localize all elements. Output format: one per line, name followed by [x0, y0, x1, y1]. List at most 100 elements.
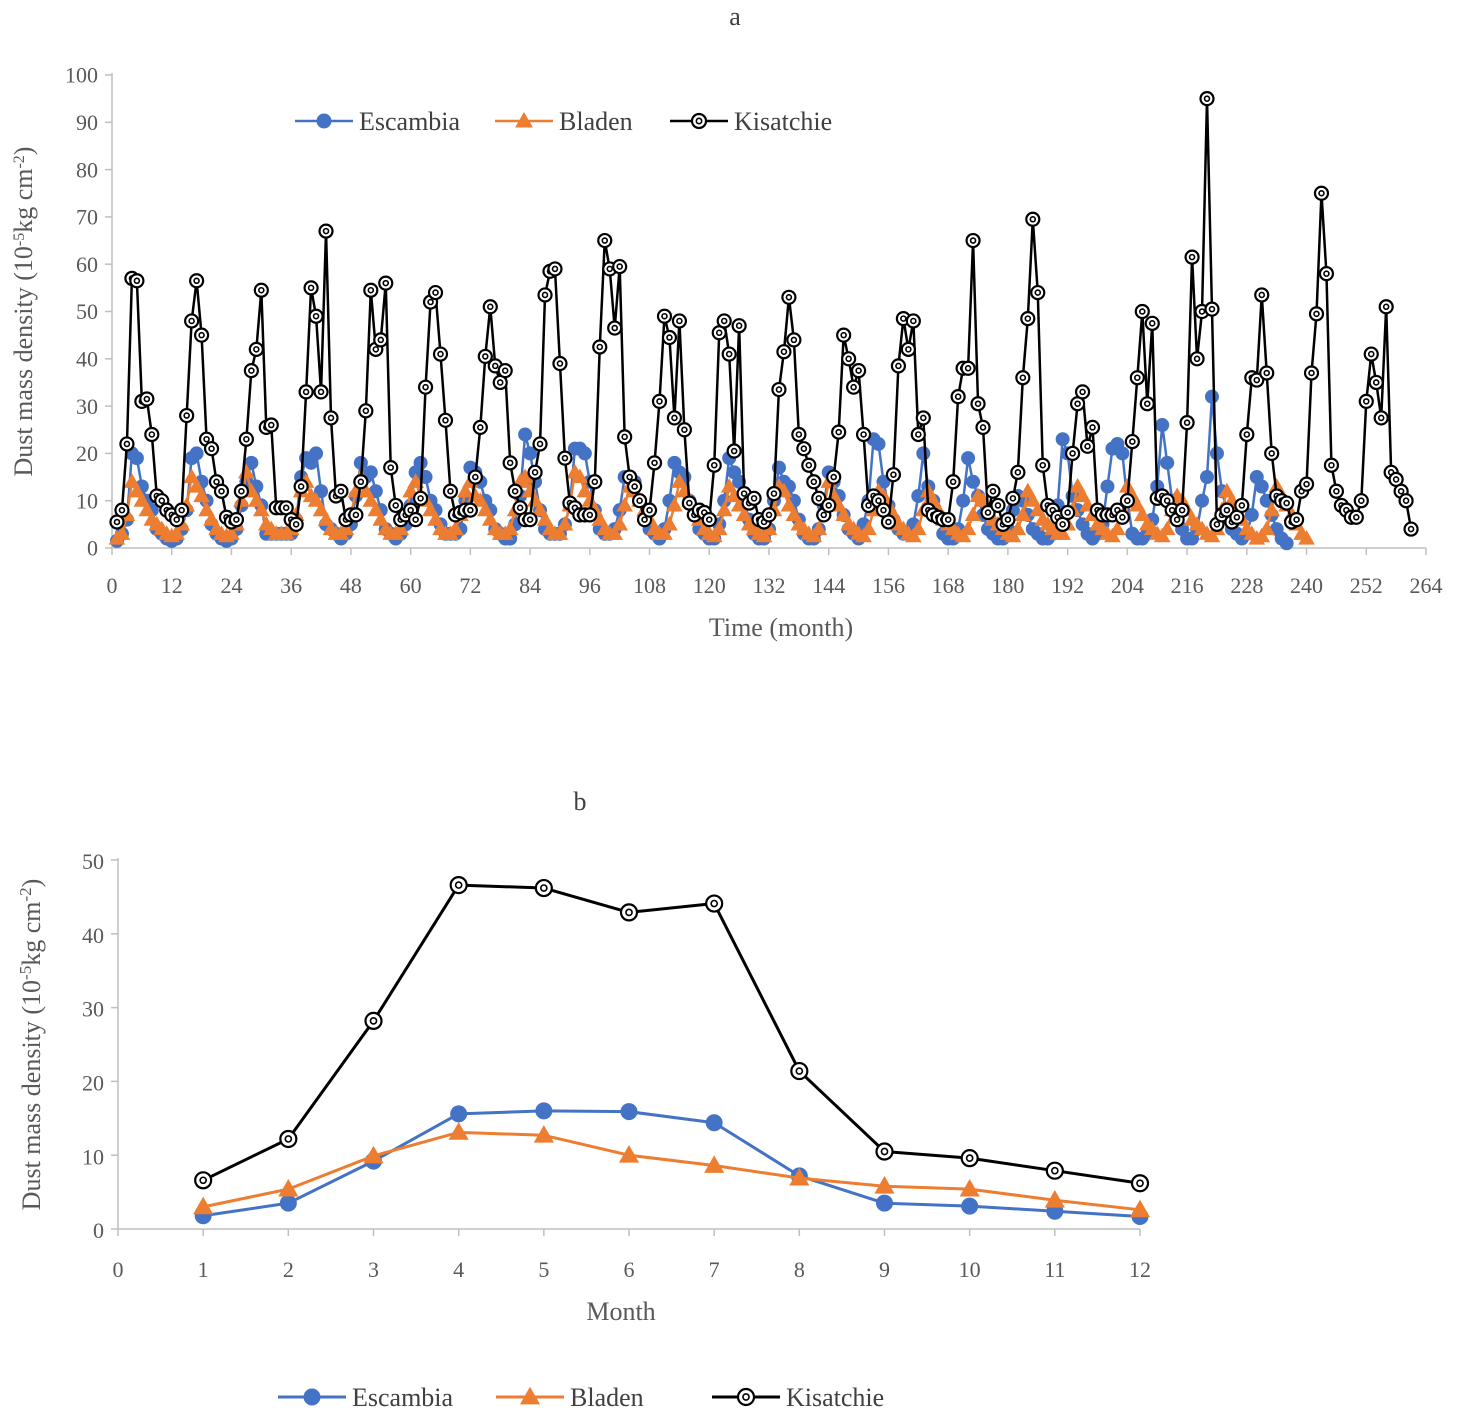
chart-a-point-kisatchie	[631, 493, 648, 509]
chart-a-point-kisatchie	[806, 474, 822, 490]
chart-a-legend-marker-escambia	[316, 113, 332, 129]
chart-a-point-escambia	[1279, 536, 1294, 551]
chart-a-point-kisatchie	[1204, 301, 1220, 317]
chart-a-point-escambia	[1209, 446, 1224, 461]
chart-a-point-kisatchie	[383, 459, 399, 476]
chart-a-point-kisatchie	[1025, 211, 1041, 227]
chart-a-point-kisatchie	[184, 313, 200, 329]
chart-a-point-kisatchie	[1065, 445, 1081, 461]
chart-b-y-tick-label: 20	[82, 1071, 104, 1096]
chart-a-point-escambia	[129, 451, 144, 466]
chart-b-point-bladen	[533, 1125, 554, 1143]
chart-a-point-bladen	[427, 511, 444, 526]
chart-a-point-kisatchie	[1184, 249, 1200, 265]
chart-a-point-escambia	[1055, 432, 1070, 447]
chart-a-point-kisatchie	[193, 327, 210, 343]
chart-a-point-kisatchie	[203, 441, 220, 457]
chart-a-point-escambia	[1100, 479, 1115, 494]
chart-a-point-kisatchie	[841, 351, 857, 367]
chart-a-point-bladen	[372, 511, 390, 526]
chart-b-point-kisatchie	[279, 1129, 298, 1149]
chart-a-point-kisatchie	[612, 258, 628, 275]
chart-a-point-escambia	[1200, 470, 1214, 485]
chart-a-point-kisatchie	[1303, 365, 1320, 381]
chart-a-point-kisatchie	[975, 419, 991, 435]
chart-a-point-bladen	[1153, 527, 1171, 543]
chart-a-point-kisatchie	[139, 391, 155, 407]
chart-a-x-tick-label: 108	[633, 573, 666, 598]
chart-a-y-tick-label: 40	[76, 347, 98, 372]
chart-b-line-bladen	[202, 1130, 1141, 1212]
chart-a-point-escambia	[413, 455, 428, 470]
chart-a-point-bladen	[531, 501, 549, 517]
chart-b-point-kisatchie	[194, 1171, 213, 1190]
chart-a-legend-marker-kisatchie	[690, 112, 708, 130]
chart-a-point-bladen	[1104, 527, 1121, 543]
chart-a-point-kisatchie	[527, 464, 543, 480]
chart-a-point-kisatchie	[855, 426, 872, 443]
chart-a-point-kisatchie	[532, 436, 548, 452]
chart-b-point-escambia	[961, 1197, 979, 1215]
chart-a-point-kisatchie	[617, 429, 633, 445]
chart-b-point-kisatchie	[534, 878, 553, 898]
chart-a-point-kisatchie	[671, 313, 688, 329]
chart-a-point-kisatchie	[1363, 346, 1379, 362]
chart-a-x-tick-label: 216	[1171, 573, 1204, 598]
chart-b-point-bladen	[448, 1122, 469, 1140]
chart-a-point-kisatchie	[243, 363, 259, 379]
chart-a-point-kisatchie	[1030, 284, 1046, 301]
chart-b-point-escambia	[535, 1102, 553, 1120]
chart-b-point-bladen	[1129, 1199, 1151, 1218]
chart-b-point-escambia	[620, 1103, 638, 1121]
chart-a-x-tick-label: 252	[1350, 573, 1383, 598]
chart-a-x-tick-label: 96	[579, 573, 601, 598]
chart-b-y-tick-label: 0	[93, 1218, 104, 1243]
chart-a-point-bladen	[735, 506, 753, 521]
chart-a-point-bladen	[835, 506, 852, 521]
chart-a-point-kisatchie	[771, 381, 787, 398]
chart-a-point-kisatchie	[905, 313, 921, 329]
chart-a-point-bladen	[203, 511, 220, 526]
chart-a-point-bladen	[860, 520, 877, 536]
chart-a-point-escambia	[871, 436, 886, 451]
chart-a-point-kisatchie	[656, 308, 673, 324]
chart-a-point-kisatchie	[661, 329, 678, 346]
chart-b-point-escambia	[279, 1194, 297, 1212]
chart-a-point-kisatchie	[552, 355, 568, 372]
chart-b-x-tick-label: 3	[368, 1257, 379, 1282]
chart-a-point-bladen	[113, 525, 131, 540]
chart-a-point-kisatchie	[1015, 370, 1031, 386]
chart-a-point-kisatchie	[353, 474, 369, 490]
chart-a-point-bladen	[964, 506, 982, 521]
chart-a-point-kisatchie	[592, 339, 608, 355]
chart-a-x-tick-label: 264	[1410, 573, 1443, 598]
chart-a-point-bladen	[168, 525, 186, 540]
chart-a-point-kisatchie	[477, 348, 493, 365]
chart-a-point-kisatchie	[1264, 445, 1280, 461]
chart-a-point-bladen	[1009, 520, 1027, 536]
chart-a-point-bladen	[1069, 478, 1086, 493]
chart-a-point-bladen	[666, 496, 683, 512]
chart-a-point-kisatchie	[1353, 493, 1369, 509]
chart-a-point-bladen	[671, 473, 688, 488]
chart-a-point-bladen	[1158, 520, 1176, 536]
chart-b-point-bladen	[618, 1144, 640, 1163]
chart-b-point-escambia	[876, 1194, 893, 1212]
chart-a-x-tick-label: 12	[161, 573, 183, 598]
chart-a-x-tick-label: 84	[519, 573, 541, 598]
chart-a-point-bladen	[720, 478, 738, 493]
chart-a-point-kisatchie	[1348, 509, 1364, 525]
chart-a-point-kisatchie	[950, 389, 966, 405]
chart-a-point-kisatchie	[990, 497, 1006, 514]
chart-a-point-bladen	[1253, 527, 1271, 543]
chart-b-legend-item-escambia: Escambia	[278, 1383, 454, 1412]
chart-a-point-kisatchie	[358, 403, 374, 419]
chart-b-x-tick-label: 7	[709, 1257, 720, 1282]
chart-a-point-kisatchie	[179, 407, 195, 424]
chart-a-legend-item-bladen: Bladen	[495, 107, 633, 136]
chart-b-legend: Escambia Bladen Kisatchie	[278, 1383, 884, 1412]
chart-a-y-tick-label: 0	[87, 536, 98, 561]
chart-b-x-tick-label: 8	[794, 1257, 805, 1282]
chart-a-point-kisatchie	[348, 507, 364, 523]
chart-a-point-bladen	[193, 487, 210, 503]
